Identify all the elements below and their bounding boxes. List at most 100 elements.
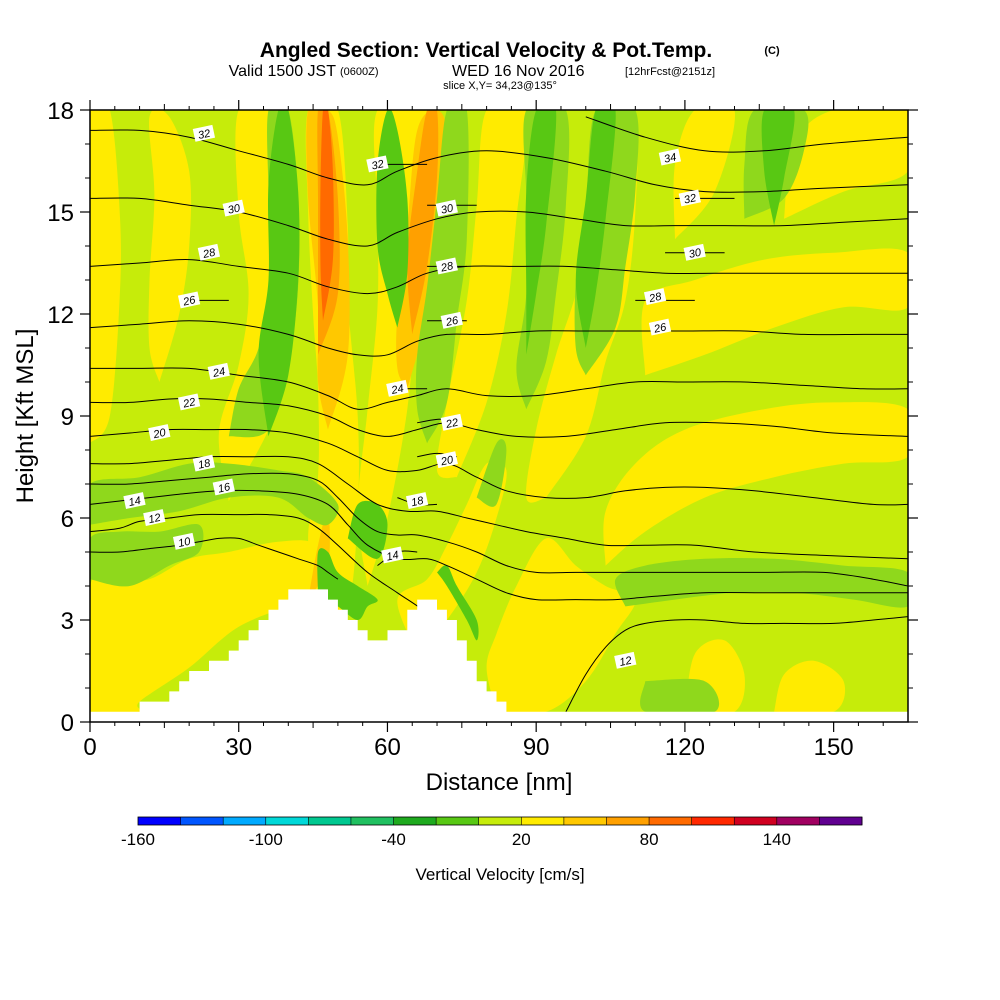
colorbar-tick-label: -100 — [249, 830, 283, 849]
colorbar — [137, 816, 863, 826]
colorbar-tick-label: 140 — [763, 830, 791, 849]
contour-label: 14 — [128, 495, 142, 509]
contour-label-bg — [440, 413, 463, 431]
contour-label: 20 — [439, 454, 455, 469]
y-axis-label: Height [Kft MSL] — [12, 329, 39, 504]
x-tick-label: 90 — [523, 734, 550, 761]
contour-label-bg — [683, 243, 706, 261]
contour-label-bg — [172, 532, 196, 550]
x-tick-label: 0 — [83, 734, 96, 761]
velocity-fill-layer — [90, 110, 908, 716]
contour-label: 24 — [389, 383, 404, 397]
contour-label-bg — [435, 451, 458, 469]
theta-contour-22 — [90, 398, 908, 438]
colorbar-segment — [734, 817, 778, 825]
velocity-region-green — [437, 565, 479, 641]
chart-title: Angled Section: Vertical Velocity & Pot.… — [260, 39, 712, 62]
contour-label-bg — [435, 257, 458, 275]
valid-date: WED 16 Nov 2016 — [452, 63, 585, 80]
contour-label: 24 — [211, 366, 226, 380]
contour-label-bg — [405, 492, 429, 509]
velocity-region-yellow — [486, 538, 636, 715]
colorbar-segment — [691, 817, 735, 825]
y-tick-label: 9 — [61, 404, 74, 431]
contour-label: 28 — [201, 246, 217, 261]
contour-label: 30 — [688, 246, 703, 260]
colorbar-segment — [649, 817, 693, 825]
forecast-tag: [12hrFcst@2151z] — [625, 66, 715, 78]
chart-title-units: (C) — [764, 45, 780, 57]
velocity-region-yellow — [90, 110, 121, 444]
contour-label-bg — [386, 379, 409, 397]
slice-label: slice X,Y= 34,23@135° — [443, 80, 557, 92]
contour-label-bg — [192, 454, 216, 472]
y-tick-label: 0 — [61, 710, 74, 737]
contour-label: 14 — [385, 549, 399, 563]
contour-label: 28 — [647, 291, 663, 306]
y-axis: 0 3 6 9 12 15 18 — [47, 98, 918, 737]
contour-label-bg — [643, 288, 667, 305]
contour-label: 18 — [410, 495, 425, 509]
colorbar-segment — [563, 817, 607, 825]
theta-contour-16 — [90, 472, 908, 587]
velocity-region-yellow — [673, 110, 736, 240]
velocity-region-green — [525, 110, 557, 355]
colorbar-segment — [393, 817, 437, 825]
colorbar-ticks: -160 -100 -40 20 80 140 — [121, 830, 791, 849]
theta-contour-34 — [585, 116, 908, 153]
velocity-region-yellow — [90, 540, 348, 713]
colorbar-segment — [138, 817, 182, 825]
velocity-region-lightgreen — [476, 439, 507, 507]
contour-label: 28 — [439, 260, 455, 275]
contour-label-bg — [192, 124, 216, 142]
contour-label: 32 — [370, 158, 384, 172]
colorbar-tick-label: 80 — [640, 830, 659, 849]
contour-label: 12 — [618, 655, 632, 669]
contour-label: 30 — [440, 202, 455, 216]
contour-label: 26 — [181, 294, 197, 309]
theta-contour-12 — [565, 616, 908, 713]
velocity-region-green — [575, 110, 616, 348]
velocity-region-yellow — [436, 110, 528, 479]
colorbar-segment — [308, 817, 352, 825]
contour-label-bg — [207, 362, 230, 380]
contour-label-bg — [658, 148, 682, 166]
colorbar-segment — [350, 817, 394, 825]
theta-contour-18 — [90, 455, 908, 560]
plot-area: 10 12 12 14 14 16 18 18 20 20 22 22 24 24 26 26 26 28 28 28… — [90, 110, 908, 722]
contour-label: 12 — [147, 512, 161, 526]
contour-label-bg — [648, 318, 672, 336]
theta-contour-10 — [90, 537, 339, 580]
theta-contour-layer — [90, 116, 908, 713]
contour-label-bg — [212, 478, 235, 496]
contour-label-bg — [177, 291, 201, 309]
velocity-region-lightgreen — [90, 462, 339, 526]
contour-label-bg — [123, 492, 146, 509]
contour-label: 32 — [197, 128, 211, 142]
valid-z: (0600Z) — [340, 66, 379, 78]
y-tick-label: 18 — [47, 98, 74, 125]
colorbar-tick-label: -40 — [381, 830, 406, 849]
velocity-region-yellow — [148, 110, 192, 382]
contour-label: 22 — [181, 396, 196, 410]
valid-prefix: Valid 1500 JST — [229, 63, 337, 80]
y-tick-label: 15 — [47, 200, 74, 227]
colorbar-frame — [137, 816, 863, 826]
velocity-region-orange_dark — [320, 110, 334, 321]
contour-label-bg — [222, 199, 245, 217]
velocity-region-yellow — [641, 248, 908, 376]
colorbar-tick-label: 20 — [512, 830, 531, 849]
contour-label-bg — [148, 424, 171, 441]
contour-label-bg — [435, 199, 458, 217]
x-axis-label: Distance [nm] — [426, 769, 573, 796]
contour-label-bg — [197, 243, 221, 261]
theta-contour-24 — [90, 367, 908, 410]
colorbar-segment — [776, 817, 820, 825]
contour-label: 18 — [197, 457, 212, 471]
contour-label-bg — [381, 546, 404, 564]
velocity-region-lightgreen — [640, 678, 720, 716]
x-axis: 0 30 60 90 120 150 — [83, 100, 884, 761]
contour-label: 16 — [217, 481, 232, 495]
contour-label: 30 — [227, 202, 242, 216]
y-tick-label: 6 — [61, 506, 74, 533]
